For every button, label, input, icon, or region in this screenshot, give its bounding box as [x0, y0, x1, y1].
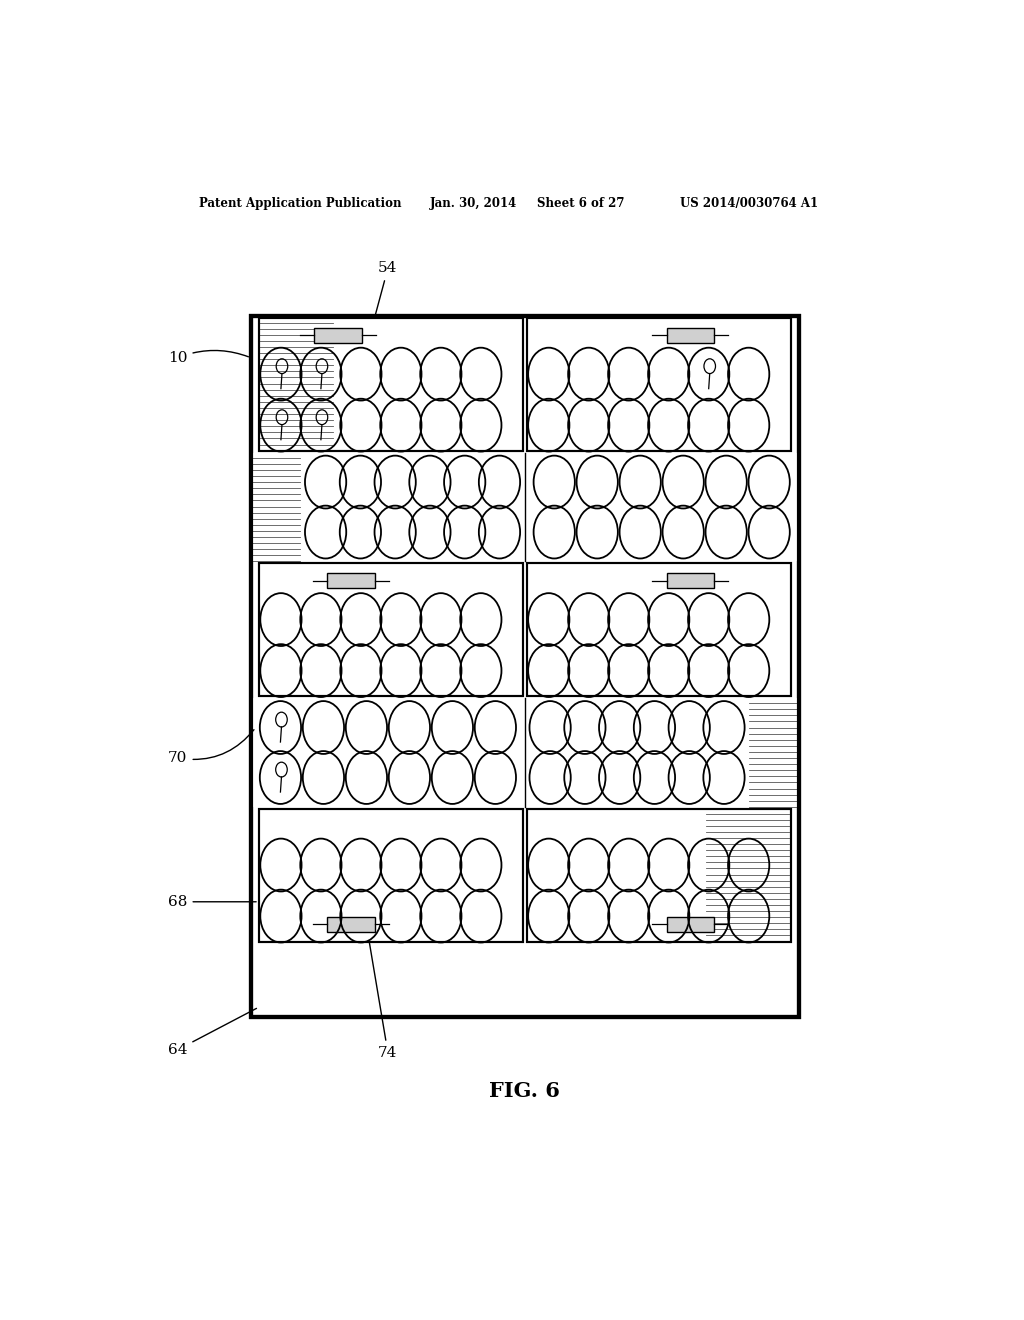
Bar — [251, 453, 799, 561]
Text: Sheet 6 of 27: Sheet 6 of 27 — [537, 197, 625, 210]
Text: 64: 64 — [168, 1008, 256, 1057]
Bar — [259, 809, 523, 941]
Bar — [251, 698, 799, 807]
Bar — [526, 564, 791, 696]
Bar — [526, 809, 791, 941]
Bar — [667, 573, 714, 589]
Text: 10: 10 — [168, 350, 249, 364]
Bar — [259, 564, 523, 696]
Bar — [251, 315, 799, 1018]
Bar — [328, 916, 375, 932]
Bar — [259, 318, 523, 450]
Bar — [526, 318, 791, 450]
Text: FIG. 6: FIG. 6 — [489, 1081, 560, 1101]
Bar — [526, 318, 791, 450]
Bar — [259, 318, 523, 450]
Bar — [667, 327, 714, 343]
Bar — [259, 809, 523, 941]
Text: 68: 68 — [168, 895, 256, 908]
Bar — [328, 573, 375, 589]
Text: 74: 74 — [366, 933, 397, 1060]
Bar — [526, 564, 791, 696]
Text: 54: 54 — [370, 261, 397, 331]
Bar — [667, 916, 714, 932]
Bar — [259, 564, 523, 696]
Text: 70: 70 — [168, 730, 254, 766]
Bar — [526, 809, 791, 941]
Text: Jan. 30, 2014: Jan. 30, 2014 — [430, 197, 517, 210]
Bar — [314, 327, 361, 343]
Bar — [251, 315, 799, 1018]
Text: US 2014/0030764 A1: US 2014/0030764 A1 — [680, 197, 818, 210]
Text: Patent Application Publication: Patent Application Publication — [200, 197, 402, 210]
